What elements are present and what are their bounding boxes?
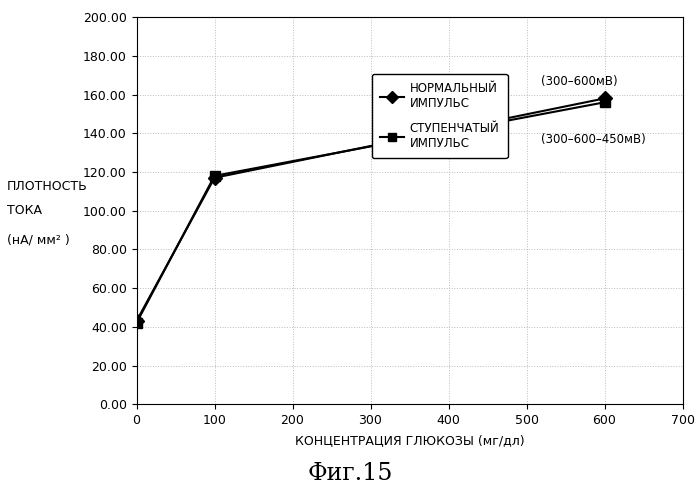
Text: ТОКА: ТОКА: [7, 204, 42, 217]
X-axis label: КОНЦЕНТРАЦИЯ ГЛЮКОЗЫ (мг/дл): КОНЦЕНТРАЦИЯ ГЛЮКОЗЫ (мг/дл): [295, 434, 524, 447]
Text: Фиг.15: Фиг.15: [307, 462, 393, 485]
Text: (300–600мВ): (300–600мВ): [540, 74, 617, 88]
Text: (нА/ мм² ): (нА/ мм² ): [7, 234, 70, 246]
Text: (300–600–450мВ): (300–600–450мВ): [540, 133, 645, 146]
Legend: НОРМАЛЬНЫЙ
ИМПУЛЬС, СТУПЕНЧАТЫЙ
ИМПУЛЬС: НОРМАЛЬНЫЙ ИМПУЛЬС, СТУПЕНЧАТЫЙ ИМПУЛЬС: [372, 74, 508, 158]
Text: ПЛОТНОСТЬ: ПЛОТНОСТЬ: [7, 180, 88, 193]
